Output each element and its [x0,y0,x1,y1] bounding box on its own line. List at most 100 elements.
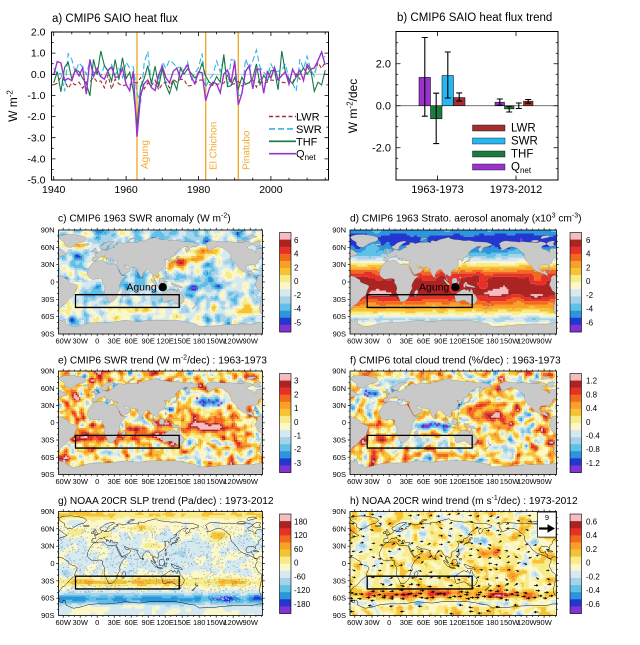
svg-text:-2: -2 [294,291,302,300]
svg-text:60W: 60W [347,477,363,486]
svg-text:0: 0 [95,618,99,627]
svg-text:60E: 60E [125,337,138,346]
svg-text:30S: 30S [41,436,54,445]
svg-text:90W: 90W [536,337,552,346]
svg-text:60S: 60S [333,453,346,462]
svg-text:60W: 60W [55,337,71,346]
svg-text:-0.4: -0.4 [586,432,600,441]
svg-text:30E: 30E [108,618,121,627]
svg-text:1.0: 1.0 [31,48,46,60]
svg-text:60N: 60N [332,243,346,252]
svg-text:30N: 30N [332,260,346,269]
svg-text:30W: 30W [364,477,380,486]
svg-text:2: 2 [294,390,299,399]
svg-text:30N: 30N [41,542,55,551]
svg-text:150E: 150E [173,477,191,486]
svg-text:0: 0 [294,559,299,568]
svg-text:60E: 60E [125,477,138,486]
svg-text:-3.0: -3.0 [27,132,45,144]
svg-text:a) CMIP6 SAIO heat flux: a) CMIP6 SAIO heat flux [52,13,178,25]
svg-text:6: 6 [586,236,591,245]
svg-text:90W: 90W [242,337,258,346]
svg-text:90W: 90W [242,618,258,627]
svg-text:9: 9 [545,513,549,522]
svg-text:0: 0 [342,418,346,427]
svg-text:150E: 150E [466,337,484,346]
svg-text:60W: 60W [55,618,71,627]
svg-text:-1.2: -1.2 [586,459,600,468]
svg-text:LWR: LWR [511,123,536,135]
svg-text:2000: 2000 [259,184,283,196]
svg-text:0: 0 [294,418,299,427]
svg-text:30S: 30S [41,295,54,304]
svg-text:30E: 30E [108,477,121,486]
svg-text:-3: -3 [294,459,302,468]
svg-text:60E: 60E [417,477,430,486]
svg-text:60S: 60S [41,594,54,603]
svg-text:120E: 120E [156,477,174,486]
svg-text:120W: 120W [517,337,538,346]
svg-text:90S: 90S [41,611,54,620]
svg-text:150W: 150W [500,337,521,346]
svg-text:90E: 90E [434,618,447,627]
svg-text:1940: 1940 [42,184,66,196]
svg-text:h) NOAA 20CR wind trend (m s-1: h) NOAA 20CR wind trend (m s-1/dec) : 19… [350,495,578,507]
svg-text:1973-2012: 1973-2012 [490,184,543,196]
svg-text:-2: -2 [294,445,302,454]
svg-text:180: 180 [193,477,206,486]
svg-text:150E: 150E [173,337,191,346]
svg-text:60W: 60W [347,618,363,627]
svg-text:0: 0 [95,477,99,486]
svg-text:0: 0 [586,418,591,427]
svg-text:0: 0 [586,559,591,568]
svg-text:30S: 30S [41,576,54,585]
svg-text:30E: 30E [108,337,121,346]
svg-text:g) NOAA 20CR SLP trend (Pa/dec: g) NOAA 20CR SLP trend (Pa/dec) : 1973-2… [58,496,274,507]
svg-text:0: 0 [50,278,54,287]
svg-text:60S: 60S [333,312,346,321]
svg-text:30W: 30W [364,618,380,627]
svg-text:1960: 1960 [114,184,138,196]
svg-text:90N: 90N [332,367,346,376]
svg-text:60N: 60N [332,384,346,393]
svg-text:f) CMIP6 total cloud trend (%/: f) CMIP6 total cloud trend (%/dec) : 196… [350,356,561,367]
svg-text:90N: 90N [332,507,346,516]
svg-text:0: 0 [387,618,391,627]
svg-text:120E: 120E [449,477,467,486]
svg-text:150W: 150W [206,618,227,627]
svg-text:0.2: 0.2 [586,545,598,554]
svg-text:30W: 30W [72,618,88,627]
svg-text:-0.2: -0.2 [586,572,600,581]
svg-text:60W: 60W [347,337,363,346]
svg-text:90N: 90N [41,507,55,516]
svg-text:30E: 30E [400,618,413,627]
svg-text:150W: 150W [206,477,227,486]
svg-text:60: 60 [294,545,303,554]
svg-text:0.0: 0.0 [31,69,46,81]
svg-text:150W: 150W [500,477,521,486]
svg-text:0: 0 [342,278,346,287]
svg-text:SWR: SWR [296,124,322,136]
svg-text:0: 0 [387,337,391,346]
svg-text:0.6: 0.6 [586,517,598,526]
svg-text:1980: 1980 [187,184,211,196]
svg-text:180: 180 [193,337,206,346]
svg-text:90W: 90W [536,618,552,627]
svg-text:120W: 120W [223,618,244,627]
svg-text:SWR: SWR [511,136,538,148]
svg-text:-1.0: -1.0 [27,90,45,102]
svg-text:30E: 30E [400,477,413,486]
svg-text:THF: THF [511,149,533,161]
svg-text:120E: 120E [449,618,467,627]
svg-text:120E: 120E [156,337,174,346]
svg-text:60S: 60S [333,594,346,603]
svg-text:180: 180 [193,618,206,627]
svg-text:60N: 60N [41,384,55,393]
svg-text:Agung: Agung [140,140,151,169]
svg-text:-1: -1 [294,432,302,441]
svg-text:THF: THF [296,136,318,148]
svg-text:0: 0 [50,418,54,427]
svg-text:0.4: 0.4 [586,404,598,413]
svg-text:180: 180 [486,618,499,627]
svg-text:30S: 30S [333,576,346,585]
